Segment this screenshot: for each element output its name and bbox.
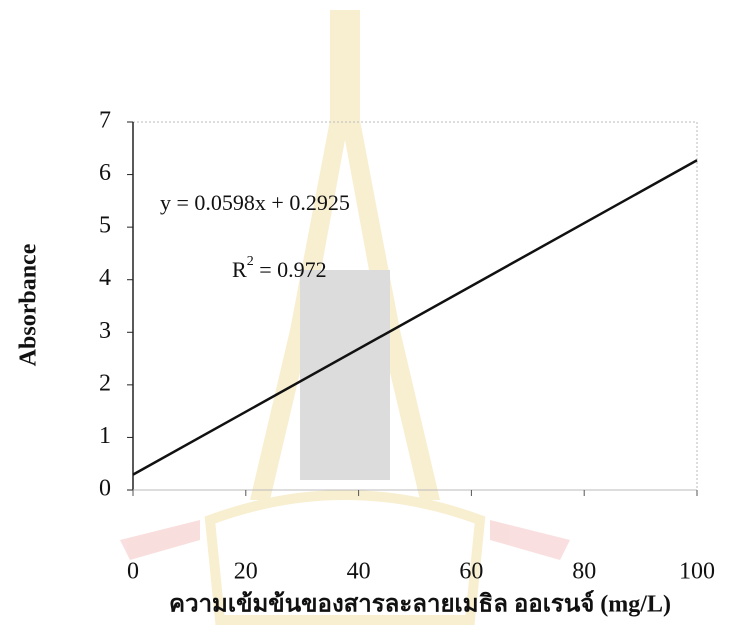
watermark-leaf <box>204 490 486 625</box>
y-axis-title: Absorbance <box>16 243 42 366</box>
x-tick-label: 100 <box>679 559 715 585</box>
y-tick-label: 4 <box>99 265 111 291</box>
trend-line <box>132 159 698 476</box>
r-base: R <box>232 257 247 282</box>
y-tick-label: 5 <box>99 213 111 239</box>
x-tick-label: 80 <box>572 559 596 585</box>
y-tick-label: 6 <box>99 160 111 186</box>
x-tick-label: 40 <box>347 559 371 585</box>
watermark-wings <box>120 520 570 560</box>
y-tick-label: 2 <box>99 370 111 396</box>
r-rest: = 0.972 <box>254 257 327 282</box>
r-squared: R2 = 0.972 <box>232 254 327 282</box>
y-tick-label: 0 <box>99 476 111 502</box>
y-tick-label: 3 <box>99 318 111 344</box>
watermark-figure <box>300 270 390 480</box>
x-axis-title: ความเข้มข้นของสารละลายเมธิล ออเรนจ์ (mg/… <box>169 590 671 618</box>
r-sup: 2 <box>247 254 254 269</box>
x-tick-label: 20 <box>234 559 258 585</box>
watermark-tower <box>250 10 440 500</box>
x-tick-label: 60 <box>459 559 483 585</box>
equation: y = 0.0598x + 0.2925 <box>160 190 350 215</box>
y-tick-label: 1 <box>99 423 111 449</box>
y-tick-label: 7 <box>99 108 111 134</box>
x-tick-label: 0 <box>127 559 139 585</box>
watermark <box>120 10 570 625</box>
